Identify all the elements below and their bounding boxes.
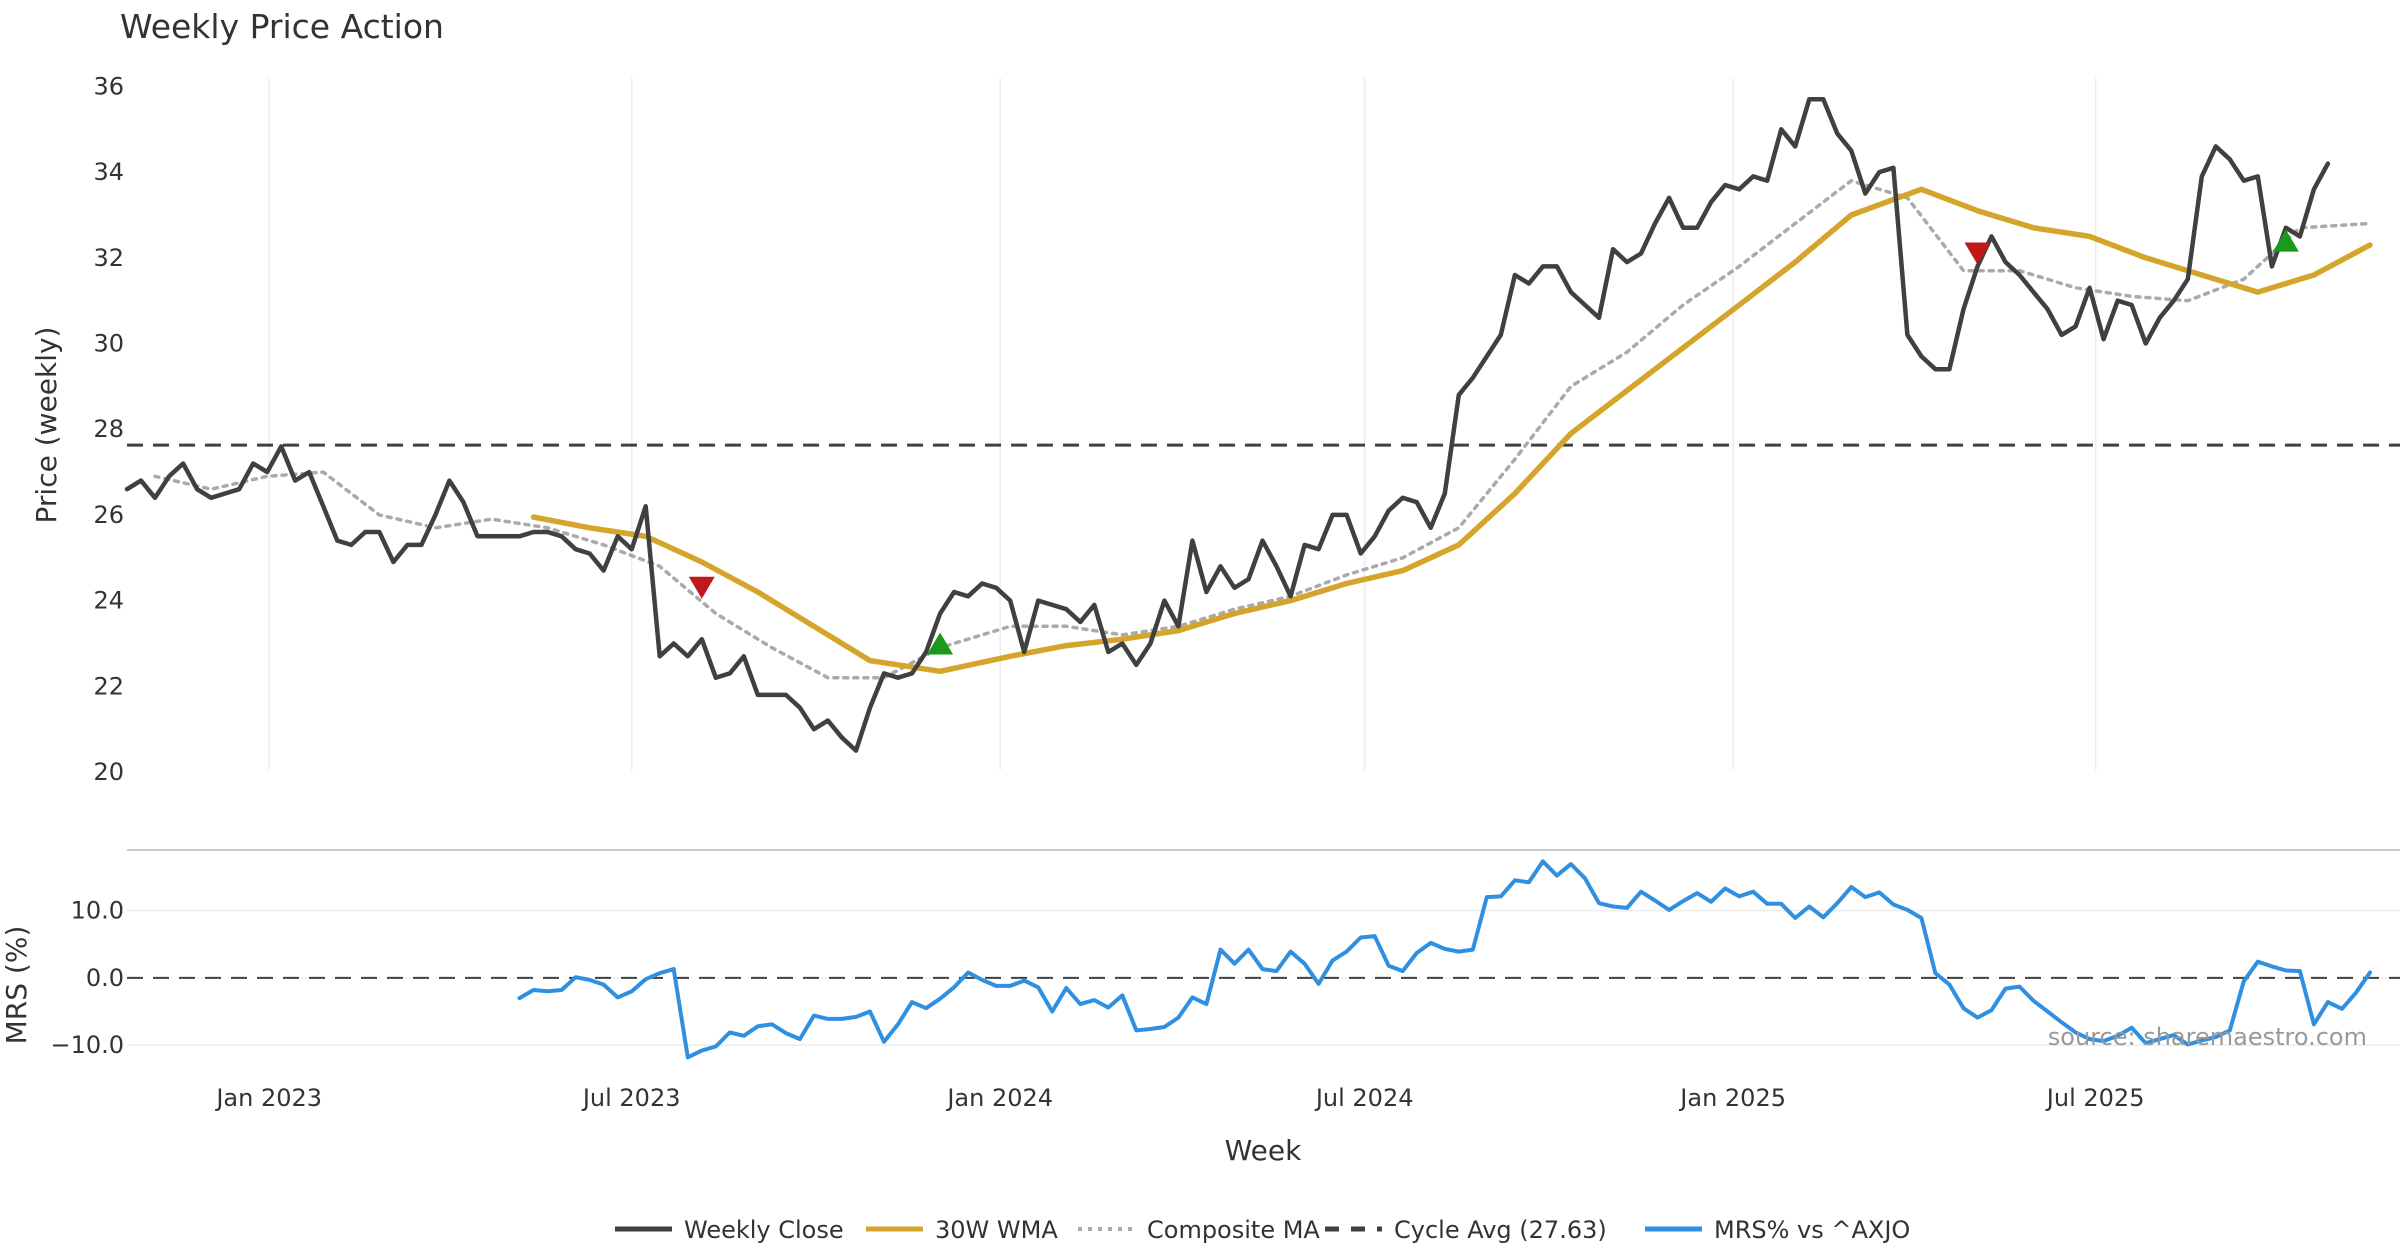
x-tick-label: Jul 2024 (1314, 1084, 1414, 1112)
price-axis-title: Price (weekly) (30, 327, 63, 524)
x-tick-label: Jan 2023 (214, 1084, 322, 1112)
legend-label: Weekly Close (684, 1216, 844, 1244)
price-y-tick-label: 24 (93, 587, 124, 615)
price-y-tick-label: 32 (93, 244, 124, 272)
mrs-y-axis: 10.0 0.0 −10.0 (50, 897, 124, 1060)
legend-label: Composite MA (1147, 1216, 1320, 1244)
mrs-grid (127, 909, 2400, 1046)
series-30w-wma (530, 186, 2373, 675)
mrs-y-tick-label: 10.0 (71, 897, 124, 925)
price-y-tick-label: 26 (93, 501, 124, 529)
x-tick-label: Jan 2024 (945, 1084, 1053, 1112)
x-tick-label: Jul 2023 (581, 1084, 681, 1112)
price-y-tick-label: 30 (93, 330, 124, 358)
buy-signal-marker (927, 632, 954, 655)
legend-label: Cycle Avg (27.63) (1394, 1216, 1607, 1244)
legend-label: 30W WMA (935, 1216, 1058, 1244)
signal-markers (688, 229, 2299, 655)
price-grid (268, 78, 2097, 770)
mrs-y-tick-label: 0.0 (86, 964, 124, 992)
mrs-axis-title: MRS (%) (0, 926, 33, 1045)
series-mrs (517, 859, 2372, 1060)
legend-label: MRS% vs ^AXJO (1714, 1216, 1910, 1244)
price-y-tick-label: 20 (93, 758, 124, 786)
price-y-tick-label: 36 (93, 72, 124, 100)
price-series-group (124, 97, 2400, 753)
sell-signal-marker (1964, 242, 1991, 265)
sell-signal-marker (688, 576, 715, 599)
price-y-tick-label: 34 (93, 158, 124, 186)
series-weekly-close (124, 97, 2331, 753)
buy-signal-marker (2272, 229, 2299, 252)
series-composite-ma (153, 178, 2372, 680)
chart-title: Weekly Price Action (120, 7, 444, 46)
x-axis: Jan 2023 Jul 2023 Jan 2024 Jul 2024 Jan 2025… (214, 1084, 2144, 1112)
x-tick-label: Jan 2025 (1678, 1084, 1786, 1112)
legend: Weekly Close 30W WMA Composite MA Cycle Avg… (615, 1216, 1910, 1244)
mrs-series-group (127, 859, 2400, 1060)
price-y-axis: 20 22 24 26 28 30 32 34 36 (93, 72, 124, 786)
price-y-tick-label: 28 (93, 415, 124, 443)
source-note: source: sharemaestro.com (2048, 1023, 2367, 1051)
x-tick-label: Jul 2025 (2045, 1084, 2145, 1112)
mrs-y-tick-label: −10.0 (50, 1031, 124, 1059)
x-axis-title: Week (1225, 1134, 1302, 1167)
price-y-tick-label: 22 (93, 672, 124, 700)
